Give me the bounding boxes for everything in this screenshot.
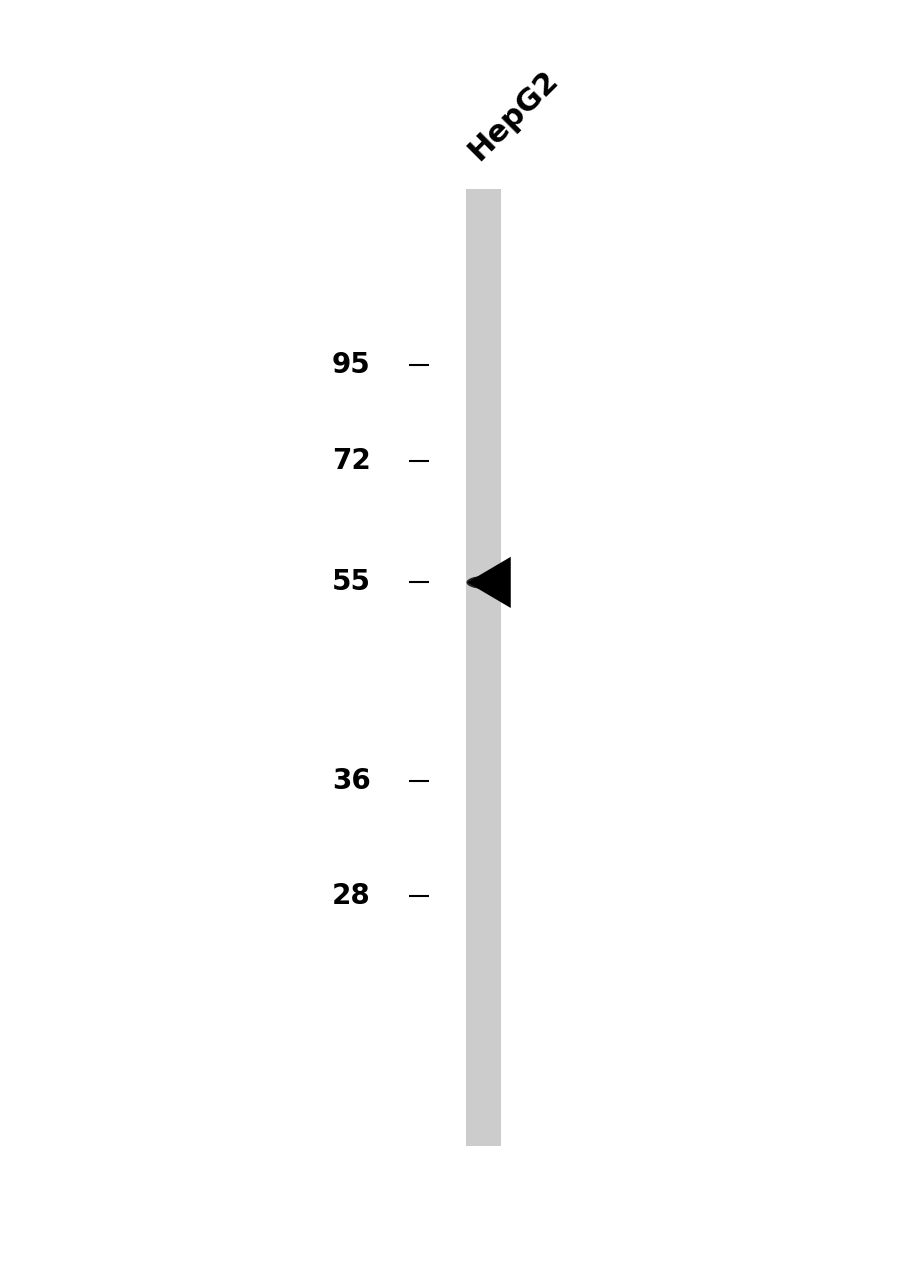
Text: 95: 95 bbox=[331, 351, 370, 379]
Text: HepG2: HepG2 bbox=[462, 65, 563, 166]
Text: 72: 72 bbox=[331, 447, 370, 475]
Bar bbox=[466, 189, 500, 1146]
Text: 36: 36 bbox=[331, 767, 370, 795]
Polygon shape bbox=[467, 557, 510, 608]
Text: 55: 55 bbox=[331, 568, 370, 596]
Ellipse shape bbox=[466, 576, 500, 589]
Text: 28: 28 bbox=[331, 882, 370, 910]
